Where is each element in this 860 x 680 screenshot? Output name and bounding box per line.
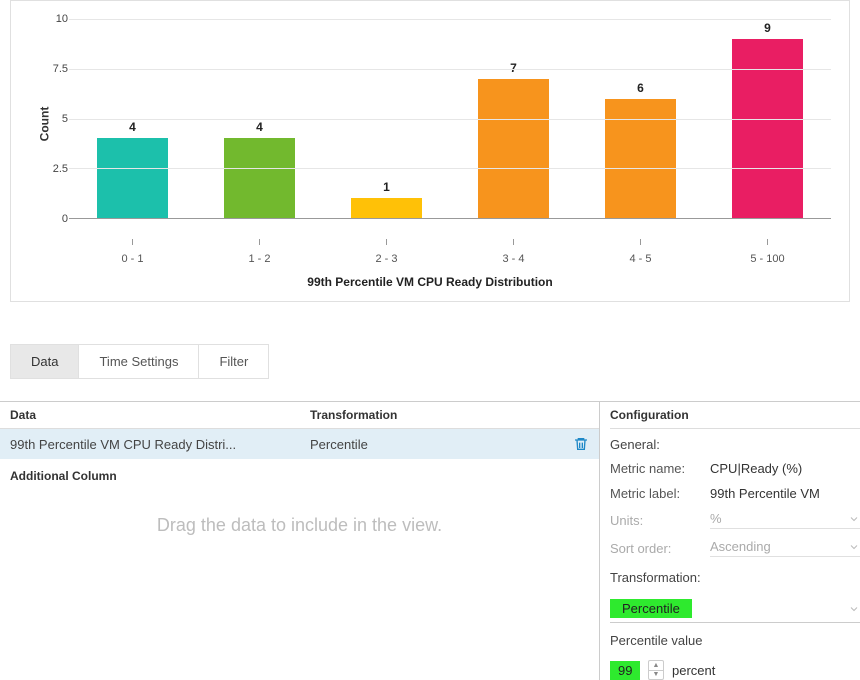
chevron-down-icon [848, 541, 860, 553]
tab-filter[interactable]: Filter [199, 345, 268, 378]
transformation-select[interactable]: Percentile [610, 595, 860, 623]
chevron-down-icon [848, 513, 860, 525]
metric-label-row: Metric label: 99th Percentile VM [610, 481, 860, 506]
bar[interactable]: 7 [478, 79, 549, 218]
percentile-input[interactable]: 99 [610, 661, 640, 680]
data-column: Data Transformation 99th Percentile VM C… [0, 402, 600, 680]
bar-value-label: 9 [764, 21, 771, 35]
units-value: % [710, 511, 848, 526]
bar[interactable]: 6 [605, 99, 676, 218]
bar[interactable]: 1 [351, 198, 422, 218]
x-tick-label: 3 - 4 [450, 245, 577, 265]
sort-value: Ascending [710, 539, 848, 554]
y-tick-label: 10 [56, 13, 68, 25]
chart-area: Count 02.557.510 441769 [19, 9, 841, 239]
bar[interactable]: 4 [224, 138, 295, 218]
sort-row: Sort order: Ascending [610, 534, 860, 562]
units-label: Units: [610, 513, 710, 528]
units-select[interactable]: % [710, 511, 860, 529]
bar-value-label: 4 [256, 120, 263, 134]
metric-name-label: Metric name: [610, 461, 710, 476]
tab-time-settings[interactable]: Time Settings [79, 345, 199, 378]
percentile-input-row: 99 ▲ ▼ percent [610, 652, 860, 680]
bar-value-label: 7 [510, 61, 517, 75]
stepper-down-icon[interactable]: ▼ [649, 671, 663, 680]
chart-plot: 441769 [69, 19, 831, 219]
bar-value-label: 4 [129, 120, 136, 134]
additional-column-label: Additional Column [0, 459, 599, 487]
row-transformation-value: Percentile [310, 437, 573, 452]
metric-label-value: 99th Percentile VM [710, 486, 860, 501]
x-tick-label: 5 - 100 [704, 245, 831, 265]
metric-name-value: CPU|Ready (%) [710, 461, 860, 476]
x-tick-label: 4 - 5 [577, 245, 704, 265]
x-tick-label: 0 - 1 [69, 245, 196, 265]
delete-icon[interactable] [573, 436, 589, 452]
configuration-panel: Configuration General: Metric name: CPU|… [600, 402, 860, 680]
lower-panel: Data Transformation 99th Percentile VM C… [0, 401, 860, 680]
metric-name-row: Metric name: CPU|Ready (%) [610, 456, 860, 481]
tab-data[interactable]: Data [11, 345, 79, 378]
row-data-value: 99th Percentile VM CPU Ready Distri... [10, 437, 310, 452]
general-label: General: [610, 429, 860, 456]
y-tick-label: 7.5 [53, 63, 68, 75]
transformation-label: Transformation: [610, 562, 860, 589]
tabs: Data Time Settings Filter [10, 344, 269, 379]
transformation-value: Percentile [610, 599, 692, 618]
y-tick-label: 2.5 [53, 163, 68, 175]
bar[interactable]: 9 [732, 39, 803, 218]
data-header-data: Data [10, 408, 310, 422]
y-tick-label: 5 [62, 113, 68, 125]
stepper-up-icon[interactable]: ▲ [649, 661, 663, 671]
bar-value-label: 6 [637, 81, 644, 95]
chart-title: 99th Percentile VM CPU Ready Distributio… [19, 275, 841, 289]
drag-hint: Drag the data to include in the view. [0, 487, 599, 576]
y-tick-label: 0 [62, 213, 68, 225]
chart-panel: Count 02.557.510 441769 0 - 11 - 22 - 33… [10, 0, 850, 302]
chevron-down-icon [848, 603, 860, 615]
x-axis-labels: 0 - 11 - 22 - 33 - 44 - 55 - 100 [19, 245, 841, 265]
bar-value-label: 1 [383, 180, 390, 194]
data-header-transformation: Transformation [310, 408, 589, 422]
metric-label-label: Metric label: [610, 486, 710, 501]
data-table-header: Data Transformation [0, 402, 599, 429]
x-tick-label: 1 - 2 [196, 245, 323, 265]
percentile-stepper[interactable]: ▲ ▼ [648, 660, 664, 680]
bar[interactable]: 4 [97, 138, 168, 218]
units-row: Units: % [610, 506, 860, 534]
config-header: Configuration [610, 402, 860, 429]
x-tick-label: 2 - 3 [323, 245, 450, 265]
percent-suffix: percent [672, 663, 715, 678]
sort-select[interactable]: Ascending [710, 539, 860, 557]
table-row[interactable]: 99th Percentile VM CPU Ready Distri... P… [0, 429, 599, 459]
sort-label: Sort order: [610, 541, 710, 556]
percentile-label: Percentile value [610, 625, 860, 652]
